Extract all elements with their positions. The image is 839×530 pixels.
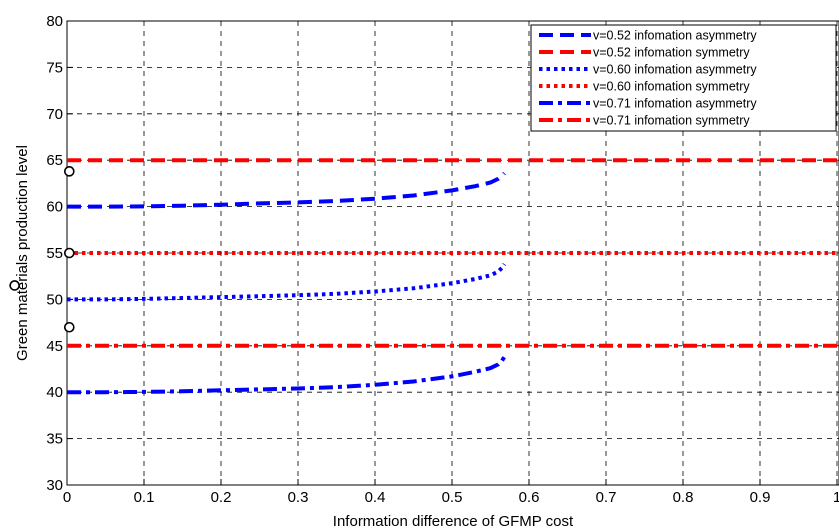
- legend: v=0.52 infomation asymmetry v=0.52 infoma…: [530, 24, 837, 132]
- ticks: 0 0.1 0.2 0.3 0.4 0.5 0.6 0.7 0.8 0.9 1 30 35 40 45 50 5…: [46, 13, 839, 506]
- y-tick-label: 45: [46, 338, 63, 355]
- y-tick-label: 55: [46, 245, 63, 262]
- legend-label: v=0.71 infomation asymmetry: [593, 97, 757, 111]
- x-tick-label: 0.9: [750, 489, 771, 506]
- markers-group: [9, 166, 75, 333]
- y-tick-label: 40: [46, 384, 63, 401]
- legend-label: v=0.60 infomation asymmetry: [593, 63, 757, 77]
- y-tick-label: 30: [46, 477, 63, 494]
- x-tick-label: 0: [63, 489, 71, 506]
- legend-box: [530, 24, 837, 132]
- x-tick-label: 0.4: [365, 489, 386, 506]
- y-axis-label: Green materials production level: [14, 145, 31, 361]
- series-line-5: [67, 355, 507, 395]
- series-group: [67, 158, 837, 395]
- y-tick-label: 65: [46, 152, 63, 169]
- series-line-1: [67, 171, 506, 209]
- x-tick-label: 0.3: [288, 489, 309, 506]
- x-tick-label: 0.1: [134, 489, 155, 506]
- x-tick-label: 0.7: [596, 489, 617, 506]
- y-tick-label: 80: [46, 13, 63, 30]
- y-tick-label: 75: [46, 59, 63, 76]
- legend-label: v=0.60 infomation symmetry: [593, 80, 750, 94]
- y-tick-label: 35: [46, 431, 63, 448]
- legend-label: v=0.52 infomation asymmetry: [593, 29, 757, 43]
- legend-label: v=0.71 infomation symmetry: [593, 114, 750, 128]
- series-line-3: [67, 263, 507, 302]
- legend-label: v=0.52 infomation symmetry: [593, 46, 750, 60]
- x-tick-label: 0.6: [519, 489, 540, 506]
- data-marker: [64, 321, 75, 333]
- y-tick-label: 70: [46, 106, 63, 123]
- data-marker: [64, 166, 75, 177]
- x-tick-label: 0.2: [211, 489, 232, 506]
- data-marker: [64, 247, 75, 259]
- x-tick-label: 0.8: [673, 489, 694, 506]
- x-tick-label: 0.5: [442, 489, 463, 506]
- data-marker: [9, 280, 20, 291]
- y-tick-label: 50: [46, 291, 63, 308]
- x-axis-label: Information difference of GFMP cost: [333, 513, 574, 530]
- x-tick-label: 1: [833, 489, 839, 506]
- y-tick-label: 60: [46, 199, 63, 216]
